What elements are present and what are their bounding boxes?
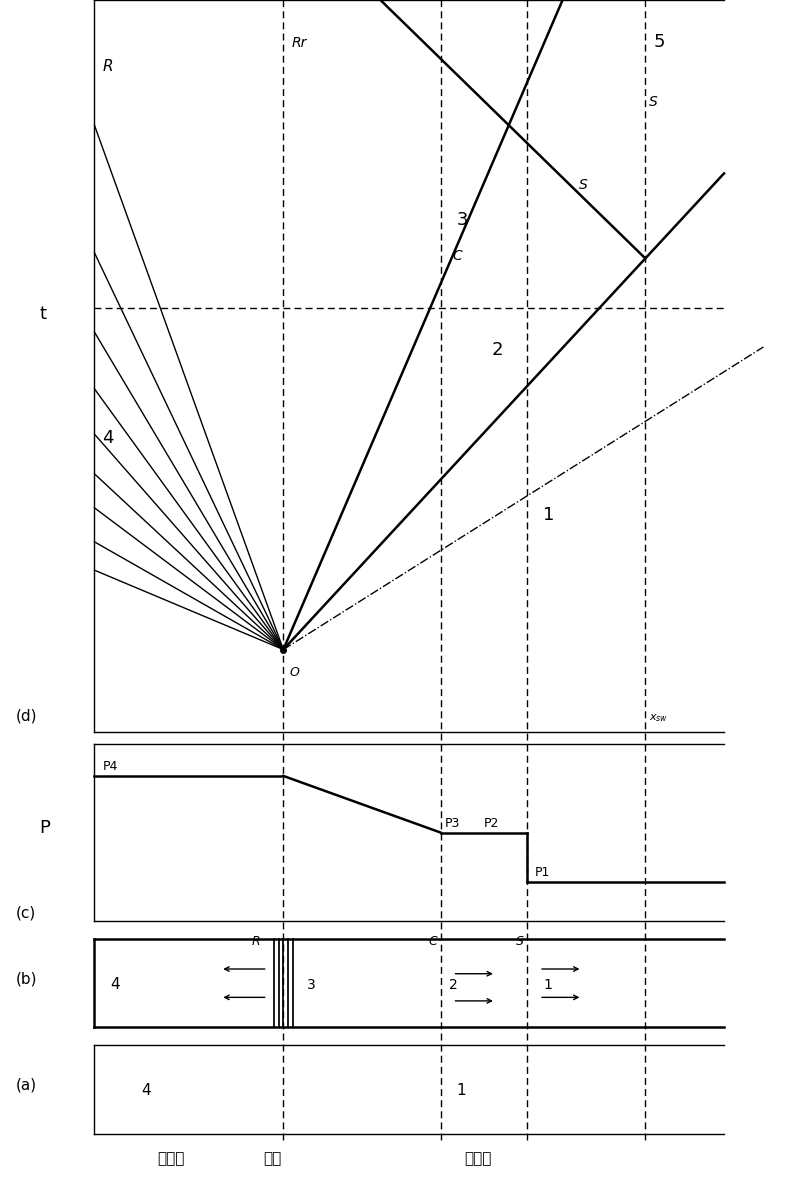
Text: P4: P4 xyxy=(102,761,118,774)
Text: 4: 4 xyxy=(102,429,114,448)
Text: (d): (d) xyxy=(16,709,37,724)
Text: 2: 2 xyxy=(449,978,457,992)
Text: P3: P3 xyxy=(445,817,460,830)
Text: 2: 2 xyxy=(492,341,504,359)
Text: 5: 5 xyxy=(653,33,665,51)
Text: 1: 1 xyxy=(456,1083,466,1098)
Text: Rr: Rr xyxy=(291,37,307,51)
Text: 低压段: 低压段 xyxy=(464,1151,492,1167)
Text: (c): (c) xyxy=(16,906,36,921)
Text: 4: 4 xyxy=(142,1083,151,1098)
Text: P2: P2 xyxy=(484,817,500,830)
Text: C: C xyxy=(453,249,462,263)
Text: t: t xyxy=(39,305,46,322)
Text: C: C xyxy=(429,935,438,948)
Text: 4: 4 xyxy=(110,977,120,992)
Text: 1: 1 xyxy=(543,978,552,992)
Text: 隔膜: 隔膜 xyxy=(264,1151,282,1167)
Text: $x_{sw}$: $x_{sw}$ xyxy=(649,712,668,724)
Text: (a): (a) xyxy=(16,1077,37,1092)
Text: S: S xyxy=(649,96,658,110)
Text: 3: 3 xyxy=(307,978,316,992)
Text: 3: 3 xyxy=(456,211,468,229)
Text: (b): (b) xyxy=(16,971,37,986)
Text: 高压段: 高压段 xyxy=(157,1151,185,1167)
Text: R: R xyxy=(252,935,260,948)
Text: P1: P1 xyxy=(535,867,551,880)
Text: S: S xyxy=(515,935,523,948)
Text: R: R xyxy=(102,59,113,74)
Text: O: O xyxy=(290,666,300,679)
Text: S: S xyxy=(578,178,587,193)
Text: 1: 1 xyxy=(543,505,554,524)
Text: P: P xyxy=(39,818,50,836)
